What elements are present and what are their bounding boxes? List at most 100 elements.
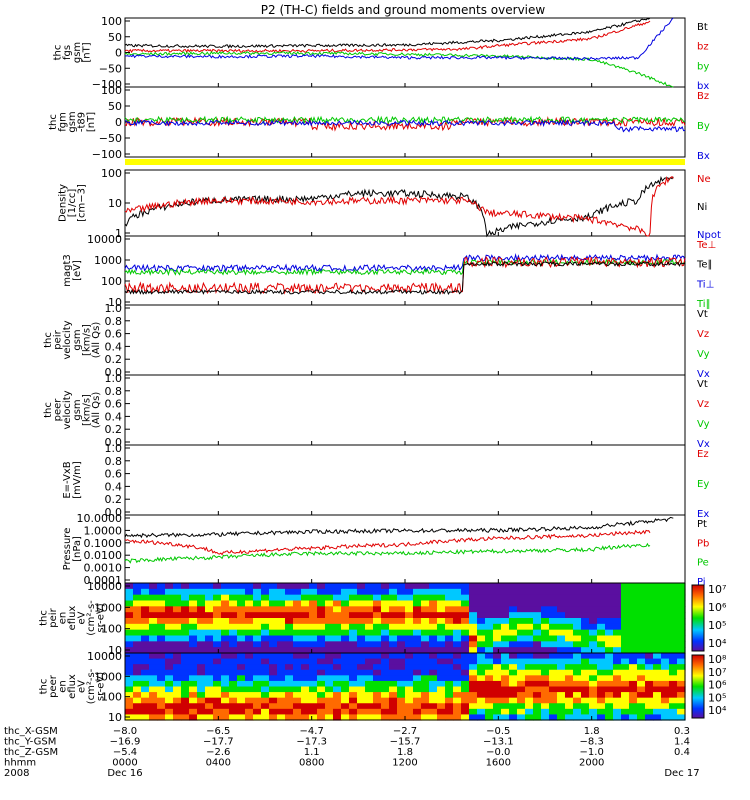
y-axis-label-line: [cm−3] [77, 184, 88, 222]
spectrogram-cell [509, 714, 518, 721]
spectrogram-cell [261, 680, 270, 688]
spectrogram-cell [517, 680, 526, 688]
legend-ti: Ti⊥ [696, 279, 714, 290]
spectrogram-cell [605, 686, 614, 693]
spectrogram-cell [605, 606, 614, 613]
spectrogram-cell [645, 618, 654, 625]
spectrogram-cell [213, 635, 222, 642]
spectrogram-cell [549, 675, 558, 682]
spectrogram-cell [573, 664, 582, 671]
spectrogram-cell [517, 594, 526, 602]
spectrogram-cell [469, 635, 478, 642]
spectrogram-cell [581, 647, 590, 654]
spectrogram-cell [245, 600, 254, 607]
y-axis-label-line: Density [58, 184, 69, 222]
spectrogram-cell [501, 641, 510, 648]
spectrogram-cell [373, 606, 382, 613]
spectrogram-cell [277, 675, 286, 682]
spectrogram-cell [285, 635, 294, 642]
spectrogram-cell [341, 692, 350, 699]
spectrogram-cell [349, 675, 358, 682]
spectrogram-cell [397, 680, 406, 688]
spectrogram-cell [413, 675, 422, 682]
spectrogram-cell [589, 612, 598, 619]
spectrogram-cell [373, 669, 382, 676]
spectrogram-cell [437, 664, 446, 671]
y-axis-label-line: [eV] [72, 260, 83, 281]
spectrogram-cell [645, 680, 654, 688]
spectrogram-cell [173, 641, 182, 648]
spectrogram-cell [189, 675, 198, 682]
spectrogram-cell [469, 664, 478, 671]
spectrogram-cell [213, 594, 222, 602]
spectrogram-cell [277, 594, 286, 602]
spectrogram-cell [677, 686, 686, 693]
spectrogram-cell [285, 612, 294, 619]
spectrogram-cell [653, 583, 662, 590]
spectrogram-cell [365, 664, 374, 671]
spectrogram-cell [245, 641, 254, 648]
spectrogram-cell [173, 600, 182, 607]
spectrogram-cell [301, 641, 310, 648]
spectrogram-cell [389, 708, 398, 716]
spectrogram-cell [405, 629, 414, 637]
spectrogram-cell [533, 588, 542, 596]
spectrogram-cell [261, 714, 270, 721]
spectrogram-cell [301, 588, 310, 596]
spectrogram-cell [141, 594, 150, 602]
spectrogram-cell [589, 629, 598, 637]
spectrogram-cell [549, 714, 558, 721]
spectrogram-cell [661, 612, 670, 619]
y-tick-label: 0.4 [105, 410, 123, 423]
panel-frame [124, 444, 686, 516]
y-tick-label: 1.0 [105, 372, 123, 385]
y-tick-label: 1000 [94, 670, 122, 683]
spectrogram-cell [285, 641, 294, 648]
spectrogram-cell [485, 675, 494, 682]
spectrogram-cell [445, 664, 454, 671]
spectrogram-cell [125, 641, 134, 648]
spectrogram-cell [197, 612, 206, 619]
spectrogram-cell [165, 635, 174, 642]
y-tick-label: 10000 [87, 580, 122, 593]
spectrogram-cell [197, 697, 206, 704]
axis-row-value: 0800 [299, 758, 324, 769]
spectrogram-cell [429, 714, 438, 721]
spectrogram-cell [125, 612, 134, 619]
spectrogram-cell [333, 680, 342, 688]
spectrogram-cell [389, 594, 398, 602]
spectrogram-cell [469, 629, 478, 637]
spectrogram-cell [309, 635, 318, 642]
spectrogram-cell [157, 714, 166, 721]
spectrogram-cell [229, 669, 238, 676]
spectrogram-cell [229, 675, 238, 682]
spectrogram-cell [501, 658, 510, 665]
spectrogram-cell [237, 697, 246, 704]
spectrogram-cell [349, 692, 358, 699]
spectrogram-cell [357, 686, 366, 693]
spectrogram-cell [621, 618, 630, 625]
spectrogram-cell [181, 680, 190, 688]
spectrogram-cell [293, 664, 302, 671]
spectrogram-cell [645, 692, 654, 699]
spectrogram-cell [397, 692, 406, 699]
spectrogram-cell [621, 623, 630, 631]
spectrogram-cell [229, 629, 238, 637]
spectrogram-cell [461, 623, 470, 631]
spectrogram-cell [429, 697, 438, 704]
spectrogram-cell [253, 692, 262, 699]
spectrogram-cell [581, 664, 590, 671]
spectrogram-cell [157, 669, 166, 676]
spectrogram-cell [589, 600, 598, 607]
spectrogram-cell [189, 708, 198, 716]
spectrogram-cell [437, 594, 446, 602]
spectrogram-cell [181, 618, 190, 625]
spectrogram-cell [301, 612, 310, 619]
spectrogram-cell [237, 675, 246, 682]
spectrogram-cell [469, 692, 478, 699]
spectrogram-cell [589, 703, 598, 710]
spectrogram-cell [165, 618, 174, 625]
spectrogram-cell [637, 703, 646, 710]
spectrogram-cell [341, 641, 350, 648]
spectrogram-cell [133, 714, 142, 721]
